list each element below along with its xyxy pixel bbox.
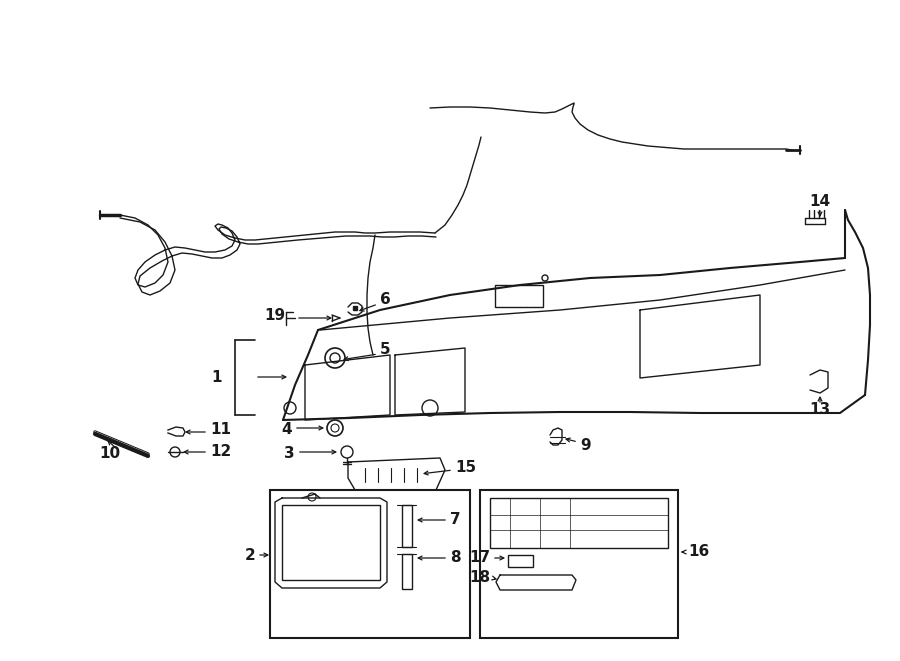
Bar	[495, 285, 543, 307]
Bar	[490, 498, 668, 548]
Text: 4: 4	[282, 422, 292, 438]
Text: 19: 19	[264, 307, 285, 323]
Text: 5: 5	[380, 342, 391, 358]
Text: 3: 3	[284, 446, 295, 461]
Bar	[282, 505, 380, 580]
Text: 9: 9	[580, 438, 590, 453]
Text: 18: 18	[469, 570, 490, 586]
Text: 10: 10	[99, 446, 120, 461]
Text: 14: 14	[809, 194, 831, 210]
Bar	[270, 490, 470, 638]
Text: 7: 7	[450, 512, 461, 527]
Text: 1: 1	[212, 369, 222, 385]
Text: 8: 8	[450, 551, 461, 566]
Text: 2: 2	[244, 547, 255, 563]
Text: 13: 13	[809, 403, 831, 418]
Text: 16: 16	[688, 545, 709, 559]
Text: 12: 12	[210, 444, 231, 459]
Text: 6: 6	[380, 293, 391, 307]
Bar	[508, 555, 533, 567]
Bar	[402, 505, 412, 547]
Text: 17: 17	[469, 551, 490, 566]
Bar	[402, 554, 412, 589]
Text: 11: 11	[210, 422, 231, 438]
Bar	[480, 490, 678, 638]
Text: 15: 15	[455, 461, 476, 475]
